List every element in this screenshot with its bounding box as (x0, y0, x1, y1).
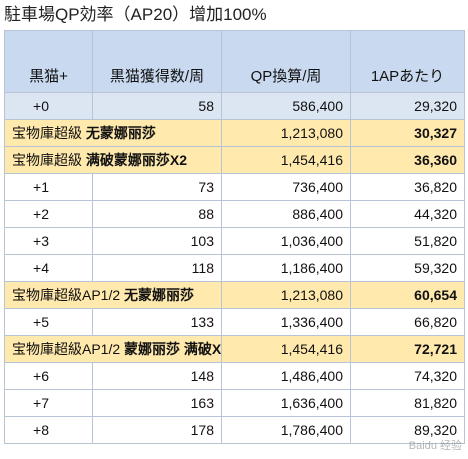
kuroneko-count-cell: 118 (92, 254, 222, 282)
qp-per-ap-cell: 74,320 (350, 362, 465, 390)
qp-per-ap-cell: 36,360 (350, 146, 465, 174)
qp-efficiency-table: 黒猫+ 黒猫獲得数/周 QP換算/周 1APあたり +0 58 586,400 29,… (4, 30, 465, 444)
qp-per-run-cell: 1,454,416 (221, 335, 351, 363)
kuroneko-count-cell: 103 (92, 227, 222, 255)
qp-per-run-cell: 1,454,416 (221, 146, 351, 174)
kuroneko-level-cell: +6 (4, 362, 93, 390)
kuroneko-level-cell: +7 (4, 389, 93, 417)
qp-per-ap-cell: 29,320 (350, 92, 465, 120)
np-condition-cell: 宝物庫超級 无蒙娜丽莎 (4, 119, 222, 147)
kuroneko-level-cell: +8 (4, 416, 93, 444)
kuroneko-level-cell: +2 (4, 200, 93, 228)
qp-per-ap-cell: 36,820 (350, 173, 465, 201)
np-condition-cell: 宝物庫超級AP1/2 蒙娜丽莎 满破X2 (4, 335, 222, 363)
qp-per-run-cell: 1,636,400 (221, 389, 351, 417)
np-condition-label: 宝物庫超級AP1/2 (12, 287, 121, 303)
np-condition-label: 宝物庫超級 (12, 152, 82, 168)
qp-per-run-cell: 1,186,400 (221, 254, 351, 282)
qp-per-ap-cell: 72,721 (350, 335, 465, 363)
table-row: 宝物庫超級 满破蒙娜丽莎X2 1,454,416 36,360 (4, 146, 465, 174)
table-row: +5 133 1,336,400 66,820 (4, 308, 465, 336)
table-row: +6 148 1,486,400 74,320 (4, 362, 465, 390)
np-ce-tag: 满破蒙娜丽莎X2 (85, 152, 188, 168)
kuroneko-count-cell: 178 (92, 416, 222, 444)
kuroneko-level-cell: +0 (4, 92, 93, 120)
table-row: 宝物庫超級AP1/2 无蒙娜丽莎 1,213,080 60,654 (4, 281, 465, 309)
np-ce-tag: 蒙娜丽莎 满破X2 (124, 341, 222, 357)
qp-per-ap-cell: 59,320 (350, 254, 465, 282)
qp-per-ap-cell: 30,327 (350, 119, 465, 147)
qp-per-run-cell: 1,036,400 (221, 227, 351, 255)
kuroneko-level-cell: +3 (4, 227, 93, 255)
qp-per-ap-cell: 89,320 (350, 416, 465, 444)
kuroneko-count-cell: 73 (92, 173, 222, 201)
qp-per-run-cell: 1,786,400 (221, 416, 351, 444)
qp-per-ap-cell: 66,820 (350, 308, 465, 336)
kuroneko-level-cell: +1 (4, 173, 93, 201)
np-ce-tag: 无蒙娜丽莎 (85, 125, 156, 141)
kuroneko-level-cell: +4 (4, 254, 93, 282)
kuroneko-count-cell: 163 (92, 389, 222, 417)
table-row: +8 178 1,786,400 89,320 (4, 416, 465, 444)
table-row: +2 88 886,400 44,320 (4, 200, 465, 228)
page-title: 駐車場QP効率（AP20）增加100% (4, 5, 267, 24)
qp-per-ap-cell: 60,654 (350, 281, 465, 309)
np-ce-tag: 无蒙娜丽莎 (124, 287, 195, 303)
np-condition-cell: 宝物庫超級AP1/2 无蒙娜丽莎 (4, 281, 222, 309)
header-kuroneko-count: 黒猫獲得数/周 (92, 30, 222, 93)
kuroneko-level-cell: +5 (4, 308, 93, 336)
table-row: +7 163 1,636,400 81,820 (4, 389, 465, 417)
table-row: 宝物庫超級 无蒙娜丽莎 1,213,080 30,327 (4, 119, 465, 147)
qp-per-run-cell: 586,400 (221, 92, 351, 120)
table-row: 宝物庫超級AP1/2 蒙娜丽莎 满破X2 1,454,416 72,721 (4, 335, 465, 363)
kuroneko-count-cell: 148 (92, 362, 222, 390)
np-condition-label: 宝物庫超級 (12, 125, 82, 141)
qp-per-run-cell: 1,336,400 (221, 308, 351, 336)
table-row: +1 73 736,400 36,820 (4, 173, 465, 201)
header-row: 黒猫+ 黒猫獲得数/周 QP換算/周 1APあたり (4, 30, 465, 93)
np-condition-cell: 宝物庫超級 满破蒙娜丽莎X2 (4, 146, 222, 174)
watermark: Baidu 经验 (408, 440, 462, 452)
qp-per-run-cell: 1,213,080 (221, 281, 351, 309)
header-kuroneko-level: 黒猫+ (4, 30, 93, 93)
qp-per-run-cell: 886,400 (221, 200, 351, 228)
np-condition-label: 宝物庫超級AP1/2 (12, 341, 121, 357)
table-row: +3 103 1,036,400 51,820 (4, 227, 465, 255)
qp-per-run-cell: 1,486,400 (221, 362, 351, 390)
qp-per-ap-cell: 51,820 (350, 227, 465, 255)
kuroneko-count-cell: 88 (92, 200, 222, 228)
qp-per-run-cell: 1,213,080 (221, 119, 351, 147)
table-row: +0 58 586,400 29,320 (4, 92, 465, 120)
table-row: +4 118 1,186,400 59,320 (4, 254, 465, 282)
qp-per-ap-cell: 81,820 (350, 389, 465, 417)
qp-per-ap-cell: 44,320 (350, 200, 465, 228)
kuroneko-count-cell: 133 (92, 308, 222, 336)
header-qp-per-run: QP換算/周 (221, 30, 351, 93)
kuroneko-count-cell: 58 (92, 92, 222, 120)
qp-per-run-cell: 736,400 (221, 173, 351, 201)
header-qp-per-ap: 1APあたり (350, 30, 465, 93)
